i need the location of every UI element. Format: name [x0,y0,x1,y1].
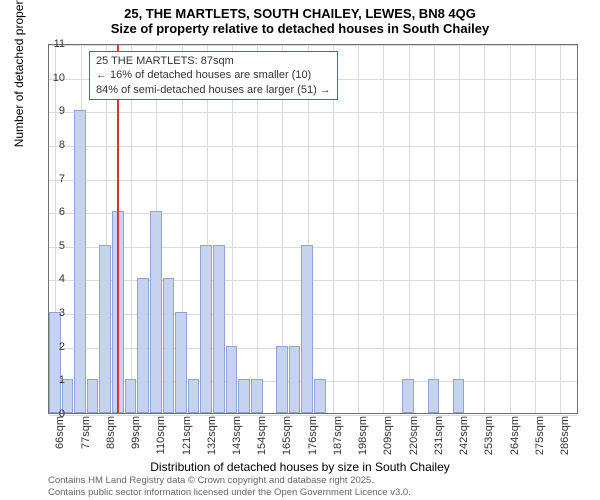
y-tick-label: 5 [47,240,65,252]
histogram-bar [251,379,263,413]
x-tick-label: 242sqm [458,416,470,466]
y-tick-label: 7 [47,173,65,185]
x-tick-label: 209sqm [382,416,394,466]
gridline-v [131,45,132,413]
annotation-box: 25 THE MARTLETS: 87sqm← 16% of detached … [89,51,338,100]
x-tick-label: 154sqm [256,416,268,466]
histogram-bar [226,346,238,413]
x-tick-label: 99sqm [130,416,142,466]
histogram-bar [238,379,250,413]
gridline-h [49,146,577,147]
gridline-h [49,348,577,349]
histogram-bar [175,312,187,413]
gridline-h [49,280,577,281]
histogram-bar [428,379,440,413]
histogram-bar [301,245,313,413]
histogram-bar [150,211,162,413]
x-tick-label: 143sqm [231,416,243,466]
gridline-h [49,45,577,46]
histogram-bar [125,379,137,413]
gridline-v [257,45,258,413]
histogram-bar [49,312,61,413]
y-tick-label: 3 [47,307,65,319]
property-marker-line [117,45,119,413]
y-tick-label: 10 [47,72,65,84]
histogram-bar [276,346,288,413]
histogram-bar [289,346,301,413]
x-tick-label: 66sqm [54,416,66,466]
gridline-h [49,314,577,315]
x-tick-label: 275sqm [534,416,546,466]
attribution-footer: Contains HM Land Registry data © Crown c… [48,475,411,498]
histogram-bar [200,245,212,413]
y-tick-label: 1 [47,374,65,386]
gridline-v [383,45,384,413]
gridline-v [333,45,334,413]
footer-line-1: Contains HM Land Registry data © Crown c… [48,475,411,486]
histogram-bar [213,245,225,413]
gridline-v [459,45,460,413]
x-tick-label: 88sqm [105,416,117,466]
gridline-h [49,180,577,181]
x-tick-label: 198sqm [357,416,369,466]
histogram-bar [99,245,111,413]
gridline-h [49,247,577,248]
y-tick-label: 2 [47,341,65,353]
y-tick-label: 6 [47,206,65,218]
y-tick-label: 11 [47,38,65,50]
gridline-h [49,213,577,214]
x-tick-label: 77sqm [80,416,92,466]
histogram-bar [74,110,86,413]
x-tick-label: 220sqm [408,416,420,466]
x-tick-label: 231sqm [433,416,445,466]
footer-line-2: Contains public sector information licen… [48,487,411,498]
gridline-h [49,112,577,113]
annotation-line: 25 THE MARTLETS: 87sqm [96,54,331,68]
histogram-bar [163,278,175,413]
gridline-v [358,45,359,413]
gridline-v [484,45,485,413]
x-tick-label: 187sqm [332,416,344,466]
histogram-bar [137,278,149,413]
chart-title-sub: Size of property relative to detached ho… [0,21,600,36]
x-tick-label: 165sqm [281,416,293,466]
y-tick-label: 9 [47,105,65,117]
histogram-bar [314,379,326,413]
x-tick-label: 121sqm [181,416,193,466]
plot-area: 25 THE MARTLETS: 87sqm← 16% of detached … [48,44,578,414]
gridline-v [409,45,410,413]
y-axis-label: Number of detached properties [12,0,26,147]
y-tick-label: 8 [47,139,65,151]
annotation-line: ← 16% of detached houses are smaller (10… [96,68,331,82]
chart-title-main: 25, THE MARTLETS, SOUTH CHAILEY, LEWES, … [0,0,600,21]
x-tick-label: 176sqm [307,416,319,466]
annotation-line: 84% of semi-detached houses are larger (… [96,83,331,97]
y-tick-label: 4 [47,273,65,285]
x-tick-label: 253sqm [483,416,495,466]
histogram-bar [402,379,414,413]
histogram-bar [188,379,200,413]
x-tick-label: 132sqm [206,416,218,466]
x-tick-label: 264sqm [509,416,521,466]
histogram-bar [87,379,99,413]
x-tick-label: 110sqm [155,416,167,466]
histogram-bar [453,379,465,413]
gridline-v [510,45,511,413]
gridline-v [560,45,561,413]
x-tick-label: 286sqm [559,416,571,466]
gridline-v [434,45,435,413]
gridline-v [535,45,536,413]
